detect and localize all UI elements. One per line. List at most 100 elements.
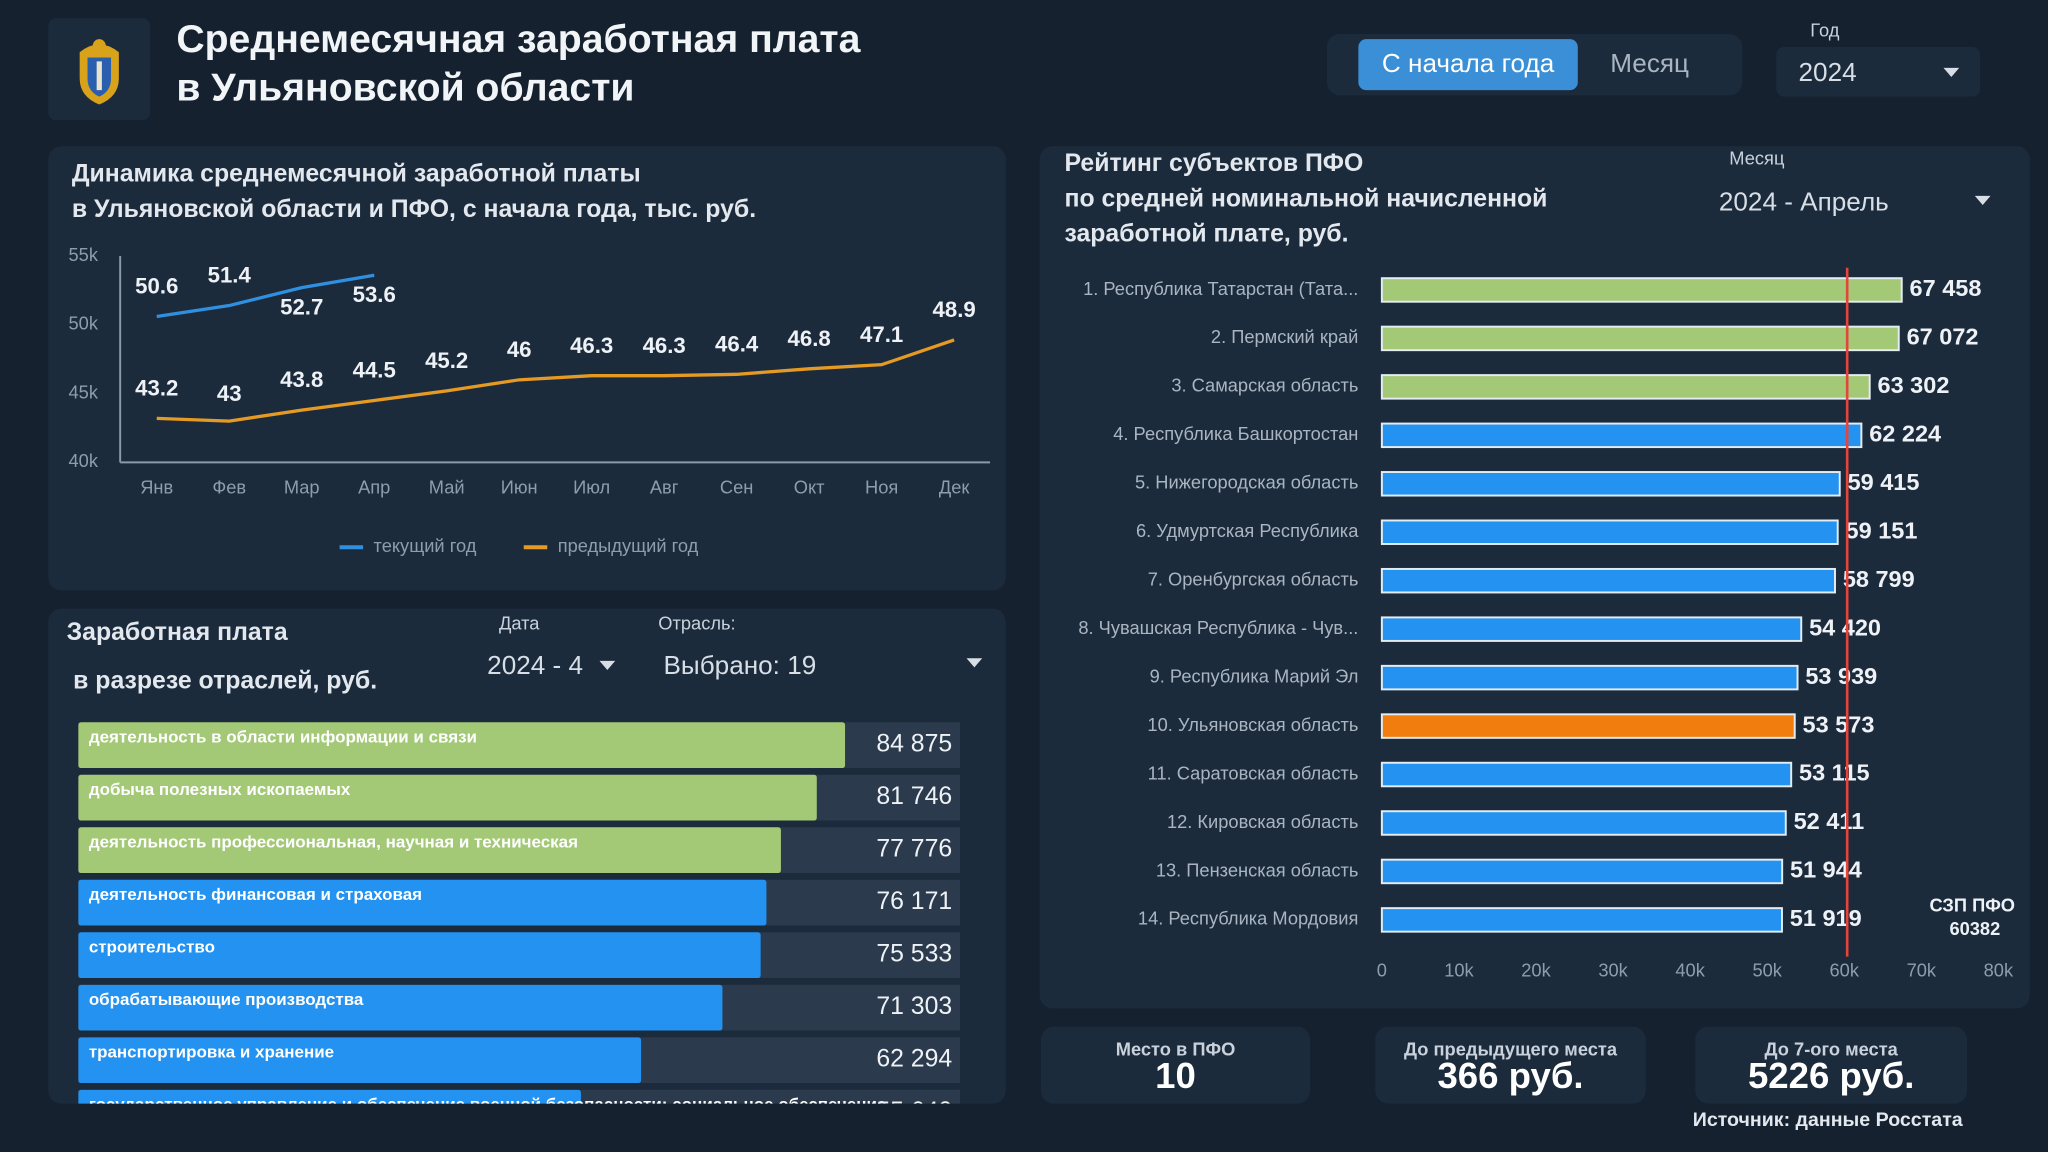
value-label: 71 303 bbox=[876, 993, 952, 1020]
data-label: 46.8 bbox=[788, 326, 831, 351]
y-tick-label: 4. Республика Башкортостан bbox=[1113, 423, 1358, 444]
data-label: 46.4 bbox=[715, 331, 759, 356]
value-label: 67 458 bbox=[1910, 275, 1982, 301]
year-value: 2024 bbox=[1798, 58, 1857, 88]
bar-category: добыча полезных ископаемых bbox=[89, 780, 351, 799]
dropdown-arrow bbox=[1974, 195, 1991, 206]
chart-title: Рейтинг субъектов ПФО bbox=[1064, 150, 1363, 177]
dropdown-arrow bbox=[599, 660, 616, 671]
x-tick-label: Дек bbox=[939, 476, 971, 497]
value-label: 51 944 bbox=[1790, 857, 1862, 883]
value-label: 53 939 bbox=[1805, 663, 1877, 689]
panel-title: Заработная плата bbox=[66, 619, 288, 647]
filter-value[interactable]: Выбрано: 19 bbox=[663, 651, 817, 681]
x-tick-label: Июл bbox=[573, 476, 610, 497]
kpi-label: До 7-ого места bbox=[1764, 1038, 1898, 1060]
value-label: 53 573 bbox=[1803, 711, 1875, 737]
x-tick-label: 50k bbox=[1752, 960, 1782, 981]
y-tick-label: 45k bbox=[69, 381, 99, 402]
data-label: 43.8 bbox=[280, 367, 323, 392]
chart-title: по средней номинальной начисленной bbox=[1064, 185, 1547, 212]
bar bbox=[1380, 325, 1900, 352]
bar bbox=[78, 1089, 581, 1104]
dropdown-arrow bbox=[966, 658, 983, 668]
bar-category: деятельность профессиональная, научная и… bbox=[89, 832, 578, 851]
year-dropdown[interactable]: 2024 bbox=[1776, 47, 1981, 97]
tab[interactable]: Месяц bbox=[1610, 49, 1689, 79]
bar bbox=[78, 932, 761, 979]
value-label: 62 224 bbox=[1869, 421, 1941, 447]
data-label: 46.3 bbox=[643, 333, 686, 358]
crest bbox=[79, 39, 119, 105]
value-label: 51 919 bbox=[1790, 905, 1862, 931]
y-tick-label: 12. Кировская область bbox=[1167, 811, 1358, 832]
value-label: 54 420 bbox=[1809, 614, 1881, 640]
x-tick-label: Июн bbox=[501, 476, 538, 497]
bar bbox=[78, 984, 723, 1031]
reference-name: СЗП ПФО bbox=[1929, 894, 2015, 915]
bar bbox=[1380, 810, 1787, 836]
value-label: 52 411 bbox=[1794, 808, 1865, 834]
data-label: 47.1 bbox=[860, 322, 903, 347]
bar bbox=[1380, 713, 1796, 739]
value-label: 76 171 bbox=[876, 888, 952, 915]
bar bbox=[1380, 277, 1903, 303]
dropdown-arrow bbox=[1943, 67, 1960, 78]
kpi-value: 5226 руб. bbox=[1747, 1055, 1915, 1096]
kpi-card: До предыдущего места 366 руб. bbox=[1375, 1026, 1646, 1104]
bar-category: деятельность финансовая и страховая bbox=[89, 885, 422, 904]
bar bbox=[1380, 664, 1799, 691]
kpi-card: Место в ПФО 10 bbox=[1040, 1026, 1311, 1104]
x-tick-label: 60k bbox=[1830, 960, 1860, 981]
page-title: Среднемесячная заработная плата bbox=[176, 18, 861, 62]
bar bbox=[1380, 907, 1783, 933]
data-label: 46 bbox=[507, 337, 532, 362]
logo bbox=[48, 18, 151, 121]
value-label: 55 640 bbox=[876, 1098, 952, 1125]
line-chart: Динамика среднемесячной заработной платы… bbox=[69, 161, 991, 556]
kpi-value: 366 руб. bbox=[1437, 1055, 1584, 1096]
source-note: Источник: данные Росстата bbox=[1692, 1108, 1963, 1132]
y-tick-label: 14. Республика Мордовия bbox=[1138, 908, 1358, 929]
filter-value[interactable]: 2024 - Апрель bbox=[1718, 188, 1889, 217]
bar bbox=[1380, 519, 1839, 545]
tab[interactable]: С начала года bbox=[1358, 39, 1578, 91]
industry-chart: деятельность в области информации и связ… bbox=[78, 722, 960, 1125]
panel-title: в разрезе отраслей, руб. bbox=[73, 667, 378, 695]
bar bbox=[1380, 567, 1836, 594]
bar-category: государственное управление и обеспечение… bbox=[89, 1095, 887, 1114]
value-label: 77 776 bbox=[876, 836, 952, 863]
bar bbox=[1380, 858, 1784, 885]
y-tick-label: 9. Республика Марий Эл bbox=[1150, 665, 1359, 686]
line-series bbox=[156, 338, 955, 423]
x-tick-label: Ноя bbox=[865, 476, 898, 497]
data-label: 48.9 bbox=[933, 297, 976, 322]
bar bbox=[78, 722, 846, 768]
year-label: Год bbox=[1810, 19, 1840, 41]
value-label: 84 875 bbox=[876, 731, 952, 758]
value-label: 63 302 bbox=[1878, 372, 1950, 398]
filter-value[interactable]: 2024 - 4 bbox=[487, 651, 584, 681]
x-tick-label: Фев bbox=[212, 476, 246, 497]
y-tick-label: 11. Саратовская область bbox=[1148, 762, 1359, 783]
y-tick-label: 50k bbox=[69, 313, 99, 334]
data-label: 53.6 bbox=[353, 282, 396, 307]
bar-category: транспортировка и хранение bbox=[89, 1042, 334, 1061]
y-tick-label: 3. Самарская область bbox=[1171, 375, 1358, 396]
filter-label: Дата bbox=[498, 612, 540, 634]
value-label: 58 799 bbox=[1843, 566, 1915, 592]
x-tick-label: 70k bbox=[1907, 960, 1937, 981]
x-tick-label: Апр bbox=[358, 476, 390, 497]
kpi-value: 10 bbox=[1155, 1055, 1196, 1096]
y-tick-label: 2. Пермский край bbox=[1211, 326, 1358, 347]
chart-title: Динамика среднемесячной заработной платы bbox=[72, 161, 641, 188]
y-tick-label: 7. Оренбургская область bbox=[1148, 569, 1359, 590]
value-label: 59 415 bbox=[1848, 469, 1920, 495]
y-tick-label: 6. Удмуртская Республика bbox=[1136, 520, 1359, 541]
data-label: 44.5 bbox=[353, 358, 396, 383]
chart-title: в Ульяновской области и ПФО, с начала го… bbox=[72, 196, 756, 223]
bar bbox=[1380, 761, 1793, 788]
line-series bbox=[156, 273, 375, 319]
